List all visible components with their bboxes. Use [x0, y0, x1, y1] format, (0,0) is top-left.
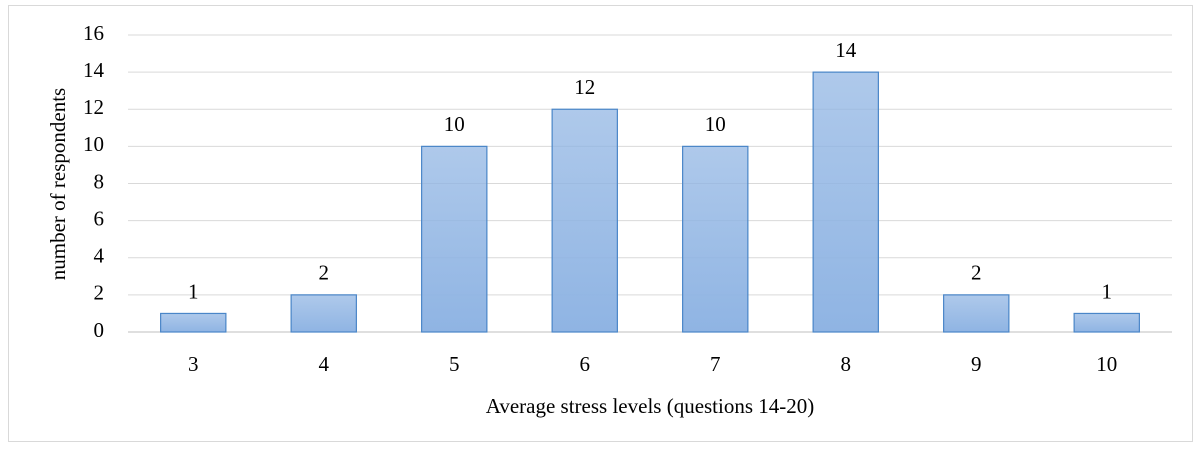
- y-tick-label: 0: [94, 318, 105, 342]
- bar: [421, 145, 488, 333]
- y-axis-title: number of respondents: [46, 88, 70, 280]
- data-label: 10: [444, 112, 465, 136]
- y-tick-label: 14: [83, 58, 105, 82]
- x-tick-label: 6: [580, 352, 591, 376]
- y-tick-label: 8: [94, 169, 105, 193]
- y-tick-label: 2: [94, 281, 105, 305]
- y-tick-label: 12: [83, 95, 104, 119]
- data-label: 2: [971, 261, 982, 285]
- x-tick-label: 8: [841, 352, 852, 376]
- y-tick-label: 16: [83, 21, 104, 45]
- y-tick-label: 4: [94, 244, 105, 268]
- bar: [551, 108, 618, 333]
- x-tick-label: 10: [1096, 352, 1117, 376]
- x-axis-title: Average stress levels (questions 14-20): [486, 394, 815, 418]
- x-tick-label: 9: [971, 352, 982, 376]
- data-label: 2: [319, 261, 330, 285]
- bar: [290, 294, 357, 333]
- bar: [160, 312, 227, 333]
- data-label: 1: [1102, 279, 1113, 303]
- data-label: 10: [705, 112, 726, 136]
- x-tick-label: 4: [319, 352, 330, 376]
- bar: [682, 145, 749, 333]
- bar: [1073, 312, 1140, 333]
- x-tick-label: 5: [449, 352, 460, 376]
- x-tick-label: 3: [188, 352, 199, 376]
- x-tick-label: 7: [710, 352, 721, 376]
- y-tick-label: 10: [83, 132, 104, 156]
- data-label: 14: [835, 38, 857, 62]
- y-tick-label: 6: [94, 206, 105, 230]
- bar: [943, 294, 1010, 333]
- data-label: 1: [188, 279, 199, 303]
- bar: [812, 71, 879, 333]
- data-label: 12: [574, 75, 595, 99]
